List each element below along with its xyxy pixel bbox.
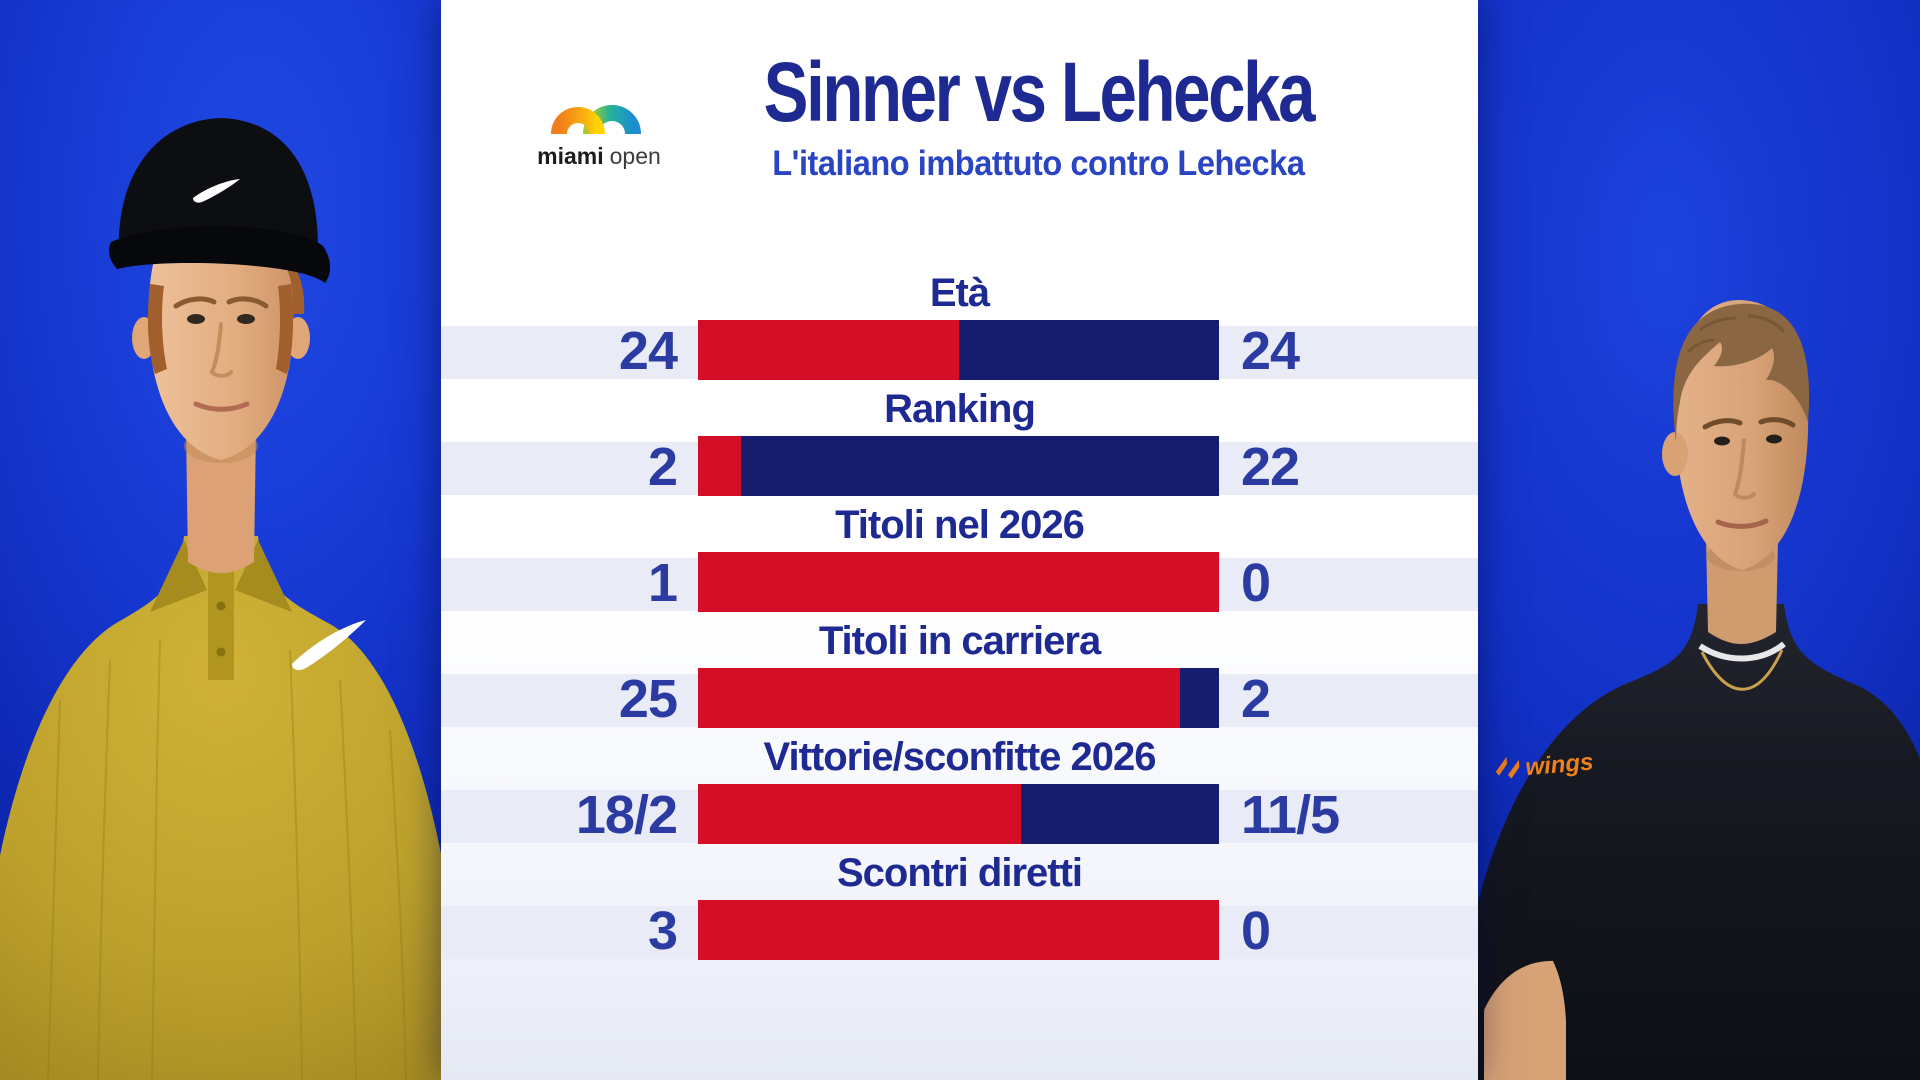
collar-trim <box>1698 641 1786 662</box>
stat-label: Ranking <box>884 387 1036 431</box>
eyebrows <box>1702 417 1796 430</box>
sinner-shirt <box>0 536 441 1080</box>
stat-value-lehecka: 0 <box>1241 901 1271 961</box>
logo-word-miami: miami <box>537 143 604 169</box>
stat-value-lehecka: 11/5 <box>1241 785 1340 845</box>
stat-value-sinner: 18/2 <box>575 785 678 845</box>
button <box>216 601 226 611</box>
stat-label: Vittorie/sconfitte 2026 <box>763 735 1157 779</box>
stat-label: Titoli nel 2026 <box>835 503 1085 547</box>
eye <box>237 314 255 324</box>
stat-row: 25 2 <box>441 668 1478 732</box>
sideburn <box>147 284 167 374</box>
bar-segment-lehecka <box>741 436 1219 496</box>
eye <box>1766 434 1782 444</box>
shirt-rib-texture <box>47 639 407 1080</box>
page-title: Sinner vs Lehecka <box>763 45 1316 139</box>
bar-segment-sinner <box>698 668 1181 728</box>
stats-card: miami open Sinner vs Lehecka L'italiano i… <box>441 0 1478 1080</box>
lehecka-portrait: wings <box>1478 300 1920 1080</box>
comparison-bar <box>698 900 1219 960</box>
bar-segment-lehecka <box>1180 668 1219 728</box>
bar-segment-sinner <box>698 784 1022 844</box>
sponsor-wings-logo: wings <box>1495 748 1594 781</box>
header: miami open Sinner vs Lehecka L'italiano i… <box>441 50 1478 184</box>
comparison-bar <box>698 436 1219 496</box>
stat-value-lehecka: 2 <box>1241 669 1271 729</box>
comparison-bar <box>698 668 1219 728</box>
stat-value-lehecka: 22 <box>1241 437 1300 497</box>
stat-value-sinner: 1 <box>647 553 678 613</box>
photo-panel-sinner <box>0 0 441 1080</box>
stat-label: Età <box>929 271 990 315</box>
nose <box>1732 438 1756 500</box>
bar-segment-lehecka <box>958 320 1219 380</box>
stats-list: Età 24 24 Ranking 2 22 Titoli nel 2026 1 0 Titoli… <box>441 268 1478 964</box>
stat-value-sinner: 2 <box>647 437 678 497</box>
bar-segment-sinner <box>698 320 959 380</box>
title-block: Sinner vs Lehecka L'italiano imbattuto c… <box>695 50 1382 184</box>
bar-segment-sinner <box>698 552 1219 612</box>
stat-value-lehecka: 0 <box>1241 553 1271 613</box>
stat-group: Titoli nel 2026 1 0 <box>441 500 1478 616</box>
button <box>216 647 226 657</box>
gold-chain <box>1700 649 1784 691</box>
stat-row: 18/2 11/5 <box>441 784 1478 848</box>
eye <box>187 314 205 324</box>
bar-segment-lehecka <box>1021 784 1219 844</box>
eyebrows <box>173 296 269 309</box>
stat-group: Scontri diretti 3 0 <box>441 848 1478 964</box>
eye <box>1714 436 1730 446</box>
collar-left <box>150 540 207 612</box>
placket <box>208 562 234 680</box>
bar-segment-sinner <box>698 900 1219 960</box>
stat-label: Titoli in carriera <box>818 619 1101 663</box>
logo-word-open: open <box>609 143 661 169</box>
miami-open-wordmark: miami open <box>537 143 661 170</box>
page-subtitle: L'italiano imbattuto contro Lehecka <box>772 144 1305 183</box>
comparison-bar <box>698 552 1219 612</box>
miami-open-arches-icon <box>551 105 642 135</box>
sideburn <box>276 284 294 374</box>
stat-group: Età 24 24 <box>441 268 1478 384</box>
stat-value-sinner: 25 <box>618 669 678 729</box>
collar-right <box>235 540 292 612</box>
lehecka-shirt <box>1478 604 1920 1080</box>
stat-group: Ranking 2 22 <box>441 384 1478 500</box>
stat-row: 2 22 <box>441 436 1478 500</box>
stat-value-sinner: 24 <box>618 321 678 381</box>
sleeve <box>1478 915 1576 1010</box>
photo-panel-lehecka: wings <box>1478 0 1920 1080</box>
stat-row: 24 24 <box>441 320 1478 384</box>
stat-label: Scontri diretti <box>836 851 1083 895</box>
cap-brim <box>109 225 331 283</box>
neck <box>186 428 256 574</box>
mouth <box>193 401 250 412</box>
stat-value-lehecka: 24 <box>1241 321 1300 381</box>
nose <box>209 322 233 378</box>
stat-group: Titoli in carriera 25 2 <box>441 616 1478 732</box>
stat-value-sinner: 3 <box>647 901 678 961</box>
comparison-bar <box>698 320 1219 380</box>
hair-texture <box>1686 314 1786 354</box>
miami-open-logo: miami open <box>537 50 661 170</box>
stat-group: Vittorie/sconfitte 2026 18/2 11/5 <box>441 732 1478 848</box>
comparison-bar <box>698 784 1219 844</box>
ear <box>1662 432 1688 476</box>
hair <box>1673 303 1810 442</box>
sinner-portrait <box>0 118 441 1080</box>
nike-swoosh-icon <box>193 179 240 203</box>
mouth <box>1715 518 1769 529</box>
bar-segment-sinner <box>698 436 742 496</box>
nike-swoosh-icon <box>292 620 366 671</box>
hair-back <box>278 252 305 314</box>
sponsor-text: wings <box>1524 748 1594 781</box>
